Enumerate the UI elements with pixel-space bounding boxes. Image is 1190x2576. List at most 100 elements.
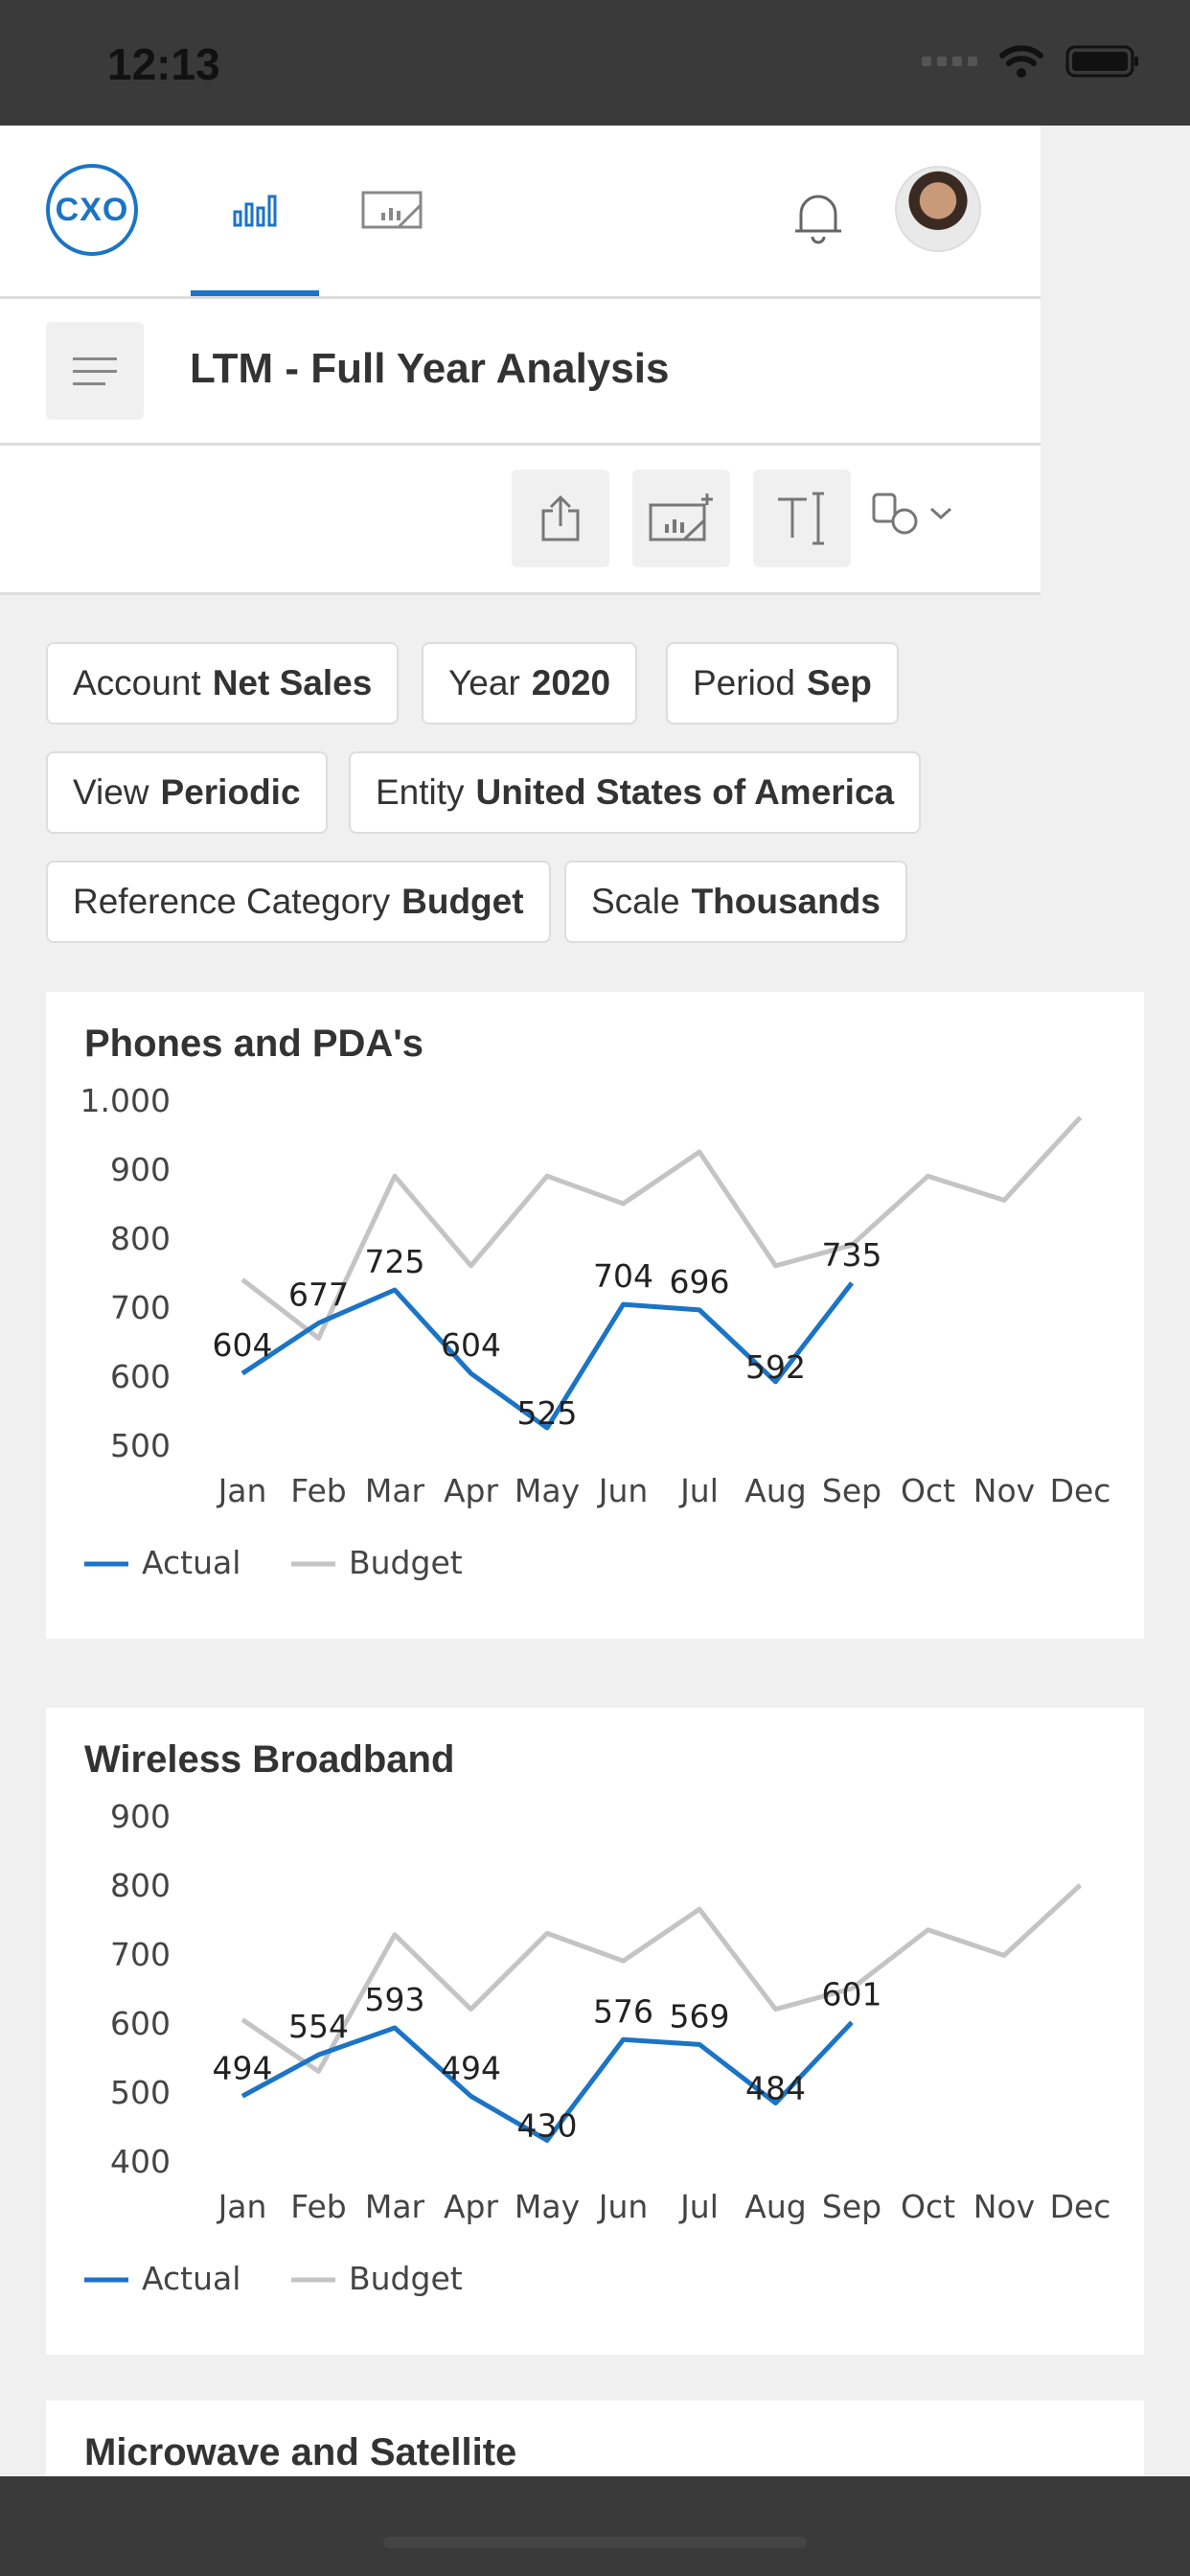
data-label: 494 [441,2049,501,2086]
x-tick-label: Feb [290,2188,346,2225]
x-tick-label: Jan [217,2188,267,2225]
y-tick-label: 500 [110,2074,171,2111]
wifi-icon [999,45,1043,78]
x-tick-label: Sep [822,1472,881,1509]
series-line-budget [240,1883,1083,2074]
notification-bell-icon[interactable] [791,189,845,244]
series-line-actual [240,1281,854,1431]
filter-key: Scale [591,882,680,921]
data-label: 735 [822,1236,882,1274]
x-tick-label: Feb [290,1472,346,1509]
x-tick-label: Apr [444,2188,499,2225]
shapes-dropdown[interactable] [868,489,954,537]
filter-view[interactable]: View Periodic [46,751,328,834]
page-title: LTM - Full Year Analysis [190,345,670,392]
cellular-signal-icon [922,57,977,66]
x-tick-label: Jun [597,2188,649,2225]
legend-label: Actual [142,1544,240,1581]
x-tick-label: Jul [678,2188,719,2225]
chart-card-phones: Phones and PDA's 1.000 900 800 700 600 500 Jan… [46,992,1144,1639]
filter-key: Account [73,663,201,702]
filter-value: Periodic [160,772,301,812]
add-to-presentation-button[interactable] [632,470,730,567]
x-tick-label: Mar [365,2188,425,2225]
chart-title: Phones and PDA's [84,1023,424,1065]
filter-key: Period [693,663,795,702]
filter-value: Budget [401,882,524,921]
home-bar-area [0,2476,1190,2576]
filter-value: Thousands [691,882,881,921]
y-tick-label: 800 [110,1220,171,1257]
share-icon [541,494,580,541]
x-tick-label: Dec [1050,1472,1111,1509]
data-label: 525 [517,1394,578,1432]
bar-chart-icon [233,195,277,227]
tab-dashboards[interactable] [191,126,319,296]
data-label: 604 [441,1326,501,1364]
filter-key: Entity [376,772,465,812]
data-label: 725 [365,1243,425,1280]
x-tick-label: Aug [744,2188,806,2225]
top-navigation: CXO [0,126,1041,299]
user-avatar[interactable] [895,166,981,252]
data-label: 604 [213,1326,273,1364]
y-tick-label: 800 [110,1867,171,1904]
series-line-budget [240,1116,1083,1341]
text-tool-button[interactable] [753,470,851,567]
filter-key: Year [448,663,520,702]
x-tick-label: Aug [744,1472,806,1509]
data-label: 494 [213,2049,273,2086]
home-indicator[interactable] [383,2537,807,2548]
shapes-icon [872,493,918,535]
x-tick-label: Jul [678,1472,719,1509]
x-tick-label: May [515,2188,580,2225]
data-label: 569 [670,1997,730,2035]
cxo-logo[interactable]: CXO [46,164,138,256]
filter-year[interactable]: Year 2020 [422,642,638,724]
tab-presentations[interactable] [328,126,456,296]
data-label: 677 [288,1276,349,1314]
x-tick-label: May [515,1472,580,1509]
chart-title: Wireless Broadband [84,1738,455,1781]
filter-scale[interactable]: Scale Thousands [564,861,907,943]
y-tick-label: 600 [110,1358,171,1395]
x-tick-label: Nov [973,2188,1035,2225]
toolbar [0,446,1041,595]
legend-label: Budget [349,2260,463,2297]
y-tick-label: 1.000 [80,1082,171,1119]
text-insert-icon [778,492,824,545]
x-tick-label: Dec [1050,2188,1111,2225]
filter-value: Sep [806,663,872,702]
title-bar: LTM - Full Year Analysis [0,299,1041,446]
add-slide-icon [649,494,713,541]
x-tick-label: Apr [444,1472,499,1509]
chart-title: Microwave and Satellite [84,2431,517,2473]
x-tick-label: Jan [217,1472,267,1509]
menu-button[interactable] [46,322,144,420]
filter-entity[interactable]: Entity United States of America [349,751,922,834]
x-tick-label: Oct [901,1472,955,1509]
filter-period[interactable]: Period Sep [666,642,899,724]
filter-key: View [73,772,149,812]
filter-reference-category[interactable]: Reference Category Budget [46,861,551,943]
chart-card-wireless: Wireless Broadband 900 800 700 600 500 400 Jan… [46,1708,1144,2355]
data-label: 484 [745,2070,806,2107]
chevron-down-icon [929,507,952,520]
data-label: 576 [593,1992,653,2030]
y-tick-label: 700 [110,1936,171,1973]
x-tick-label: Nov [973,1472,1035,1509]
status-icons [922,44,1140,79]
filter-value: Net Sales [212,663,373,702]
status-bar: 12:13 [0,0,1190,126]
line-chart-phones[interactable]: 1.000 900 800 700 600 500 Jan Feb Mar Apr May Jun Ju… [46,992,1144,1639]
filter-account[interactable]: Account Net Sales [46,642,400,724]
data-label: 430 [517,2106,578,2144]
data-label: 696 [670,1263,730,1300]
line-chart-wireless[interactable]: 900 800 700 600 500 400 Jan Feb Mar Apr May Jun Jul A… [46,1708,1144,2355]
share-button[interactable] [512,470,609,567]
filter-value: 2020 [531,663,611,702]
chart-card-microwave: Microwave and Satellite [46,2401,1144,2476]
y-tick-label: 900 [110,1798,171,1835]
filter-value: United States of America [475,772,895,812]
data-label: 601 [822,1975,882,2012]
